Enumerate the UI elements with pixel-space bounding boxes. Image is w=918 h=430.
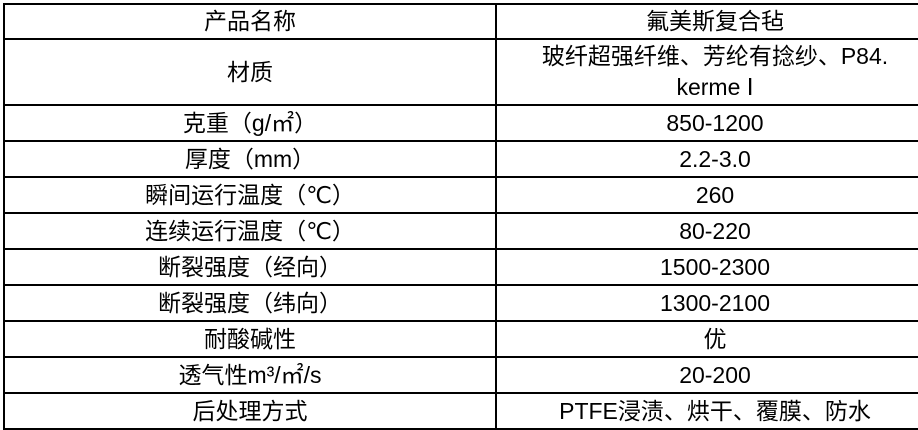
table-row: 耐酸碱性 优: [3, 320, 918, 359]
spec-label-cell: 材质: [3, 38, 497, 107]
table-row: 连续运行温度（℃） 80-220: [3, 212, 918, 251]
spec-value-cell: 玻纤超强纤维、芳纶有捻纱、P84. kerme Ⅰ: [495, 38, 918, 107]
table-row: 断裂强度（经向） 1500-2300: [3, 248, 918, 287]
spec-value-cell: 20-200: [495, 356, 918, 395]
table-row: 克重（g/㎡） 850-1200: [3, 104, 918, 143]
spec-label-cell: 产品名称: [3, 2, 497, 41]
spec-value-cell: PTFE浸渍、烘干、覆膜、防水: [495, 392, 918, 430]
table-row: 产品名称 氟美斯复合毡: [3, 2, 918, 41]
spec-label-cell: 耐酸碱性: [3, 320, 497, 359]
spec-value-cell: 80-220: [495, 212, 918, 251]
spec-value-cell: 氟美斯复合毡: [495, 2, 918, 41]
spec-label-cell: 克重（g/㎡）: [3, 104, 497, 143]
spec-label-cell: 断裂强度（纬向）: [3, 284, 497, 323]
spec-value-cell: 2.2-3.0: [495, 140, 918, 179]
spec-label-cell: 后处理方式: [3, 392, 497, 430]
spec-label-cell: 断裂强度（经向）: [3, 248, 497, 287]
spec-value-cell: 850-1200: [495, 104, 918, 143]
spec-value-cell: 1300-2100: [495, 284, 918, 323]
table-row: 厚度（mm） 2.2-3.0: [3, 140, 918, 179]
product-spec-table: 产品名称 氟美斯复合毡 材质 玻纤超强纤维、芳纶有捻纱、P84. kerme Ⅰ…: [3, 2, 918, 430]
table-row: 后处理方式 PTFE浸渍、烘干、覆膜、防水: [3, 392, 918, 430]
spec-label-cell: 连续运行温度（℃）: [3, 212, 497, 251]
spec-label-cell: 厚度（mm）: [3, 140, 497, 179]
spec-label-cell: 瞬间运行温度（℃）: [3, 176, 497, 215]
spec-value-cell: 优: [495, 320, 918, 359]
spec-label-cell: 透气性m³/㎡/s: [3, 356, 497, 395]
table-row: 瞬间运行温度（℃） 260: [3, 176, 918, 215]
table-row: 材质 玻纤超强纤维、芳纶有捻纱、P84. kerme Ⅰ: [3, 38, 918, 107]
table-row: 透气性m³/㎡/s 20-200: [3, 356, 918, 395]
spec-value-cell: 260: [495, 176, 918, 215]
spec-value-cell: 1500-2300: [495, 248, 918, 287]
table-row: 断裂强度（纬向） 1300-2100: [3, 284, 918, 323]
